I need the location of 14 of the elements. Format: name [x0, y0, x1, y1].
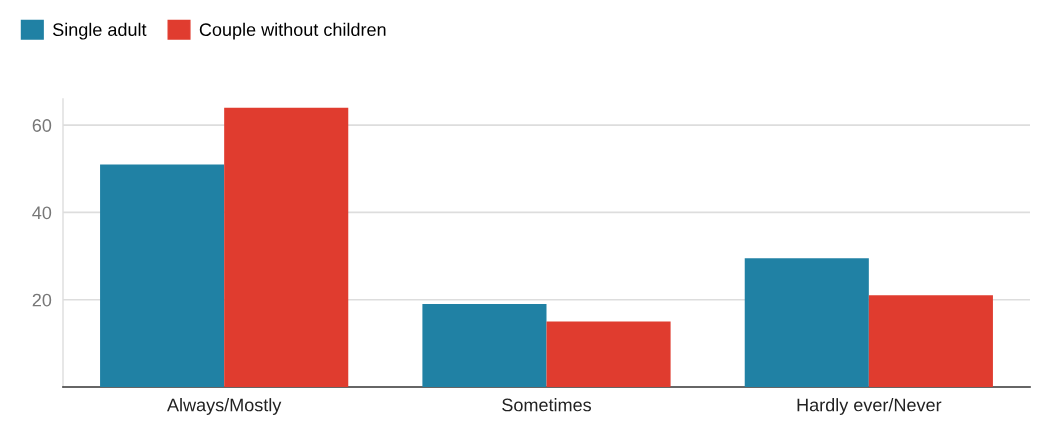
y-tick-label: 60 [32, 119, 52, 132]
bar [868, 295, 993, 387]
bar [546, 321, 671, 387]
x-tick-label: Always/Mostly [167, 398, 282, 415]
legend-label: Couple without children [199, 22, 386, 40]
bar [224, 107, 349, 387]
x-tick-label: Hardly ever/Never [797, 398, 942, 415]
legend-label: Single adult [53, 22, 147, 40]
bar [100, 164, 225, 387]
y-tick-label: 40 [32, 206, 52, 220]
bar [744, 258, 869, 387]
bar [422, 304, 547, 387]
y-tick-label: 20 [32, 293, 52, 307]
x-tick-label: Sometimes [502, 398, 591, 412]
